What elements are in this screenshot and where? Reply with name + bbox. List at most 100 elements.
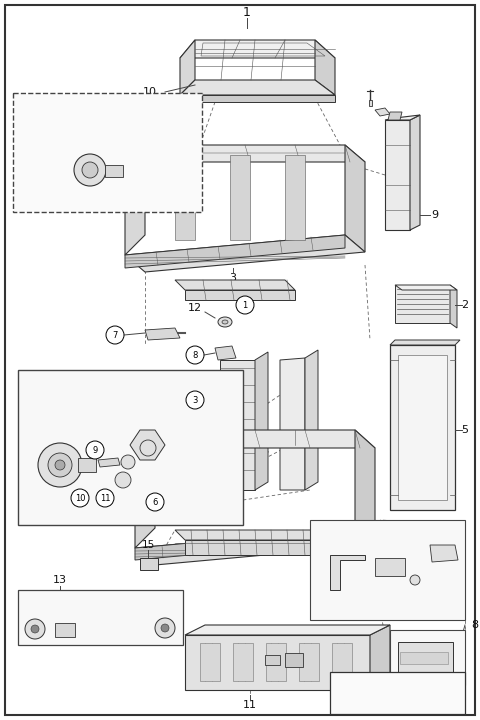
Circle shape: [410, 575, 420, 585]
Text: 2: 2: [221, 420, 228, 430]
Circle shape: [25, 619, 45, 639]
Text: 13: 13: [53, 575, 67, 585]
Text: 12: 12: [188, 303, 202, 313]
Text: 8: 8: [192, 351, 198, 359]
Bar: [105, 165, 123, 177]
Text: 7: 7: [112, 330, 118, 340]
Circle shape: [106, 326, 124, 344]
Text: THE NO. 5 : ⑦~⑪: THE NO. 5 : ⑦~⑪: [334, 700, 409, 708]
Bar: [18, 590, 183, 645]
Polygon shape: [370, 625, 390, 690]
Polygon shape: [305, 350, 318, 490]
Circle shape: [74, 154, 106, 186]
Bar: [78, 458, 96, 472]
Polygon shape: [175, 155, 195, 240]
Text: NOTE: NOTE: [336, 674, 366, 684]
Polygon shape: [185, 290, 295, 300]
Polygon shape: [185, 625, 390, 635]
Polygon shape: [215, 346, 236, 360]
Polygon shape: [125, 235, 365, 272]
Polygon shape: [125, 145, 365, 162]
Polygon shape: [410, 115, 420, 230]
Polygon shape: [135, 430, 375, 448]
Text: (FULL AUTO AIR CON): (FULL AUTO AIR CON): [54, 106, 152, 114]
Text: 11: 11: [100, 493, 110, 503]
Bar: [369, 100, 372, 106]
Circle shape: [38, 443, 82, 487]
Text: 15: 15: [142, 540, 155, 550]
Bar: [310, 520, 465, 620]
Polygon shape: [285, 155, 305, 240]
Polygon shape: [255, 352, 268, 490]
Polygon shape: [125, 145, 145, 255]
Bar: [265, 655, 280, 665]
Text: 3: 3: [192, 395, 198, 405]
Circle shape: [86, 441, 104, 459]
Polygon shape: [180, 80, 335, 95]
Bar: [330, 672, 465, 714]
Polygon shape: [130, 430, 165, 460]
Polygon shape: [330, 555, 365, 590]
Text: 8: 8: [471, 620, 479, 630]
Polygon shape: [135, 528, 375, 565]
Circle shape: [31, 625, 39, 633]
Polygon shape: [135, 528, 355, 560]
Bar: [266, 643, 286, 681]
Polygon shape: [375, 108, 390, 116]
Bar: [398, 642, 453, 677]
Polygon shape: [98, 458, 120, 467]
Polygon shape: [180, 95, 335, 102]
Polygon shape: [175, 530, 320, 540]
Polygon shape: [390, 340, 460, 345]
Bar: [233, 643, 253, 681]
Circle shape: [71, 489, 89, 507]
Polygon shape: [385, 120, 410, 230]
Text: THE NO. 4 : ①~⑥: THE NO. 4 : ①~⑥: [334, 688, 412, 698]
Text: 3: 3: [229, 273, 237, 283]
Polygon shape: [355, 430, 375, 545]
Circle shape: [48, 453, 72, 477]
Text: 2: 2: [461, 300, 468, 310]
Polygon shape: [180, 40, 335, 58]
Polygon shape: [175, 280, 295, 290]
Polygon shape: [180, 40, 195, 95]
Text: 1: 1: [243, 6, 251, 19]
Bar: [299, 643, 319, 681]
Bar: [140, 558, 158, 570]
Polygon shape: [398, 355, 447, 500]
Bar: [55, 623, 75, 637]
Polygon shape: [185, 540, 320, 555]
Polygon shape: [230, 155, 250, 240]
Bar: [375, 558, 405, 576]
Text: 1: 1: [242, 300, 248, 310]
Bar: [332, 643, 352, 681]
Polygon shape: [395, 285, 457, 290]
Polygon shape: [388, 112, 402, 120]
Circle shape: [146, 493, 164, 511]
Bar: [200, 643, 220, 681]
Polygon shape: [120, 442, 145, 454]
Polygon shape: [385, 115, 420, 120]
Polygon shape: [135, 430, 155, 548]
Circle shape: [161, 624, 169, 632]
Bar: [400, 652, 448, 664]
Polygon shape: [345, 145, 365, 252]
Circle shape: [186, 346, 204, 364]
Polygon shape: [430, 545, 458, 562]
Ellipse shape: [222, 320, 228, 324]
Polygon shape: [450, 285, 457, 328]
Bar: [285, 653, 303, 667]
Circle shape: [140, 440, 156, 456]
Bar: [18, 370, 243, 525]
Text: 9: 9: [432, 210, 439, 220]
Text: 6: 6: [76, 379, 84, 392]
Circle shape: [82, 162, 98, 178]
Polygon shape: [280, 358, 305, 490]
Circle shape: [155, 618, 175, 638]
Circle shape: [96, 489, 114, 507]
Text: 10: 10: [75, 493, 85, 503]
Polygon shape: [145, 328, 180, 340]
Circle shape: [186, 391, 204, 409]
Circle shape: [115, 472, 131, 488]
Circle shape: [55, 460, 65, 470]
